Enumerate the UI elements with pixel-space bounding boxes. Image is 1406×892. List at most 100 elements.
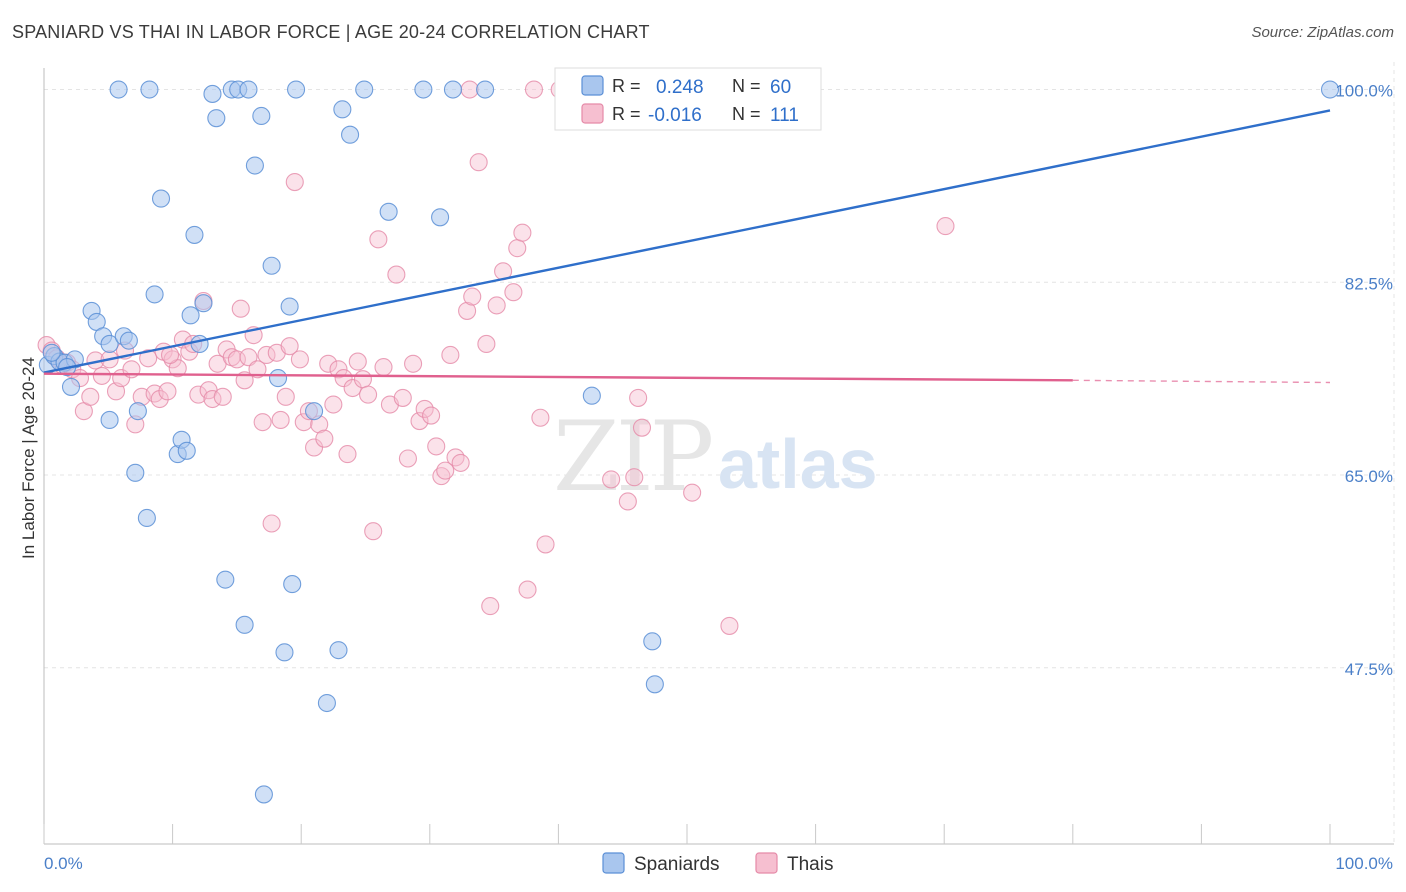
- thai-point-110: [460, 80, 479, 99]
- thai-point-39: [239, 348, 258, 367]
- spaniard-point-54: [109, 80, 128, 99]
- legend-swatch-thais: [581, 103, 604, 124]
- x-tick-labels: 0.0% 100.0%: [44, 854, 1393, 873]
- thai-point-36: [227, 350, 246, 369]
- spaniard-point-15: [145, 285, 164, 304]
- thai-point-82: [458, 301, 477, 320]
- thai-point-75: [422, 406, 441, 425]
- thai-point-41: [248, 360, 267, 379]
- thai-point-28: [189, 385, 208, 404]
- thai-point-69: [387, 265, 406, 284]
- thai-point-49: [285, 173, 304, 192]
- thai-point-103: [632, 418, 652, 437]
- axes: [43, 68, 1394, 845]
- spaniard-point-48: [443, 80, 462, 99]
- spaniard-point-25: [216, 570, 235, 589]
- thai-point-47: [276, 387, 295, 406]
- spaniard-point-24: [207, 109, 226, 128]
- legend: R = 0.248 N = 60 R = -0.016 N = 111: [554, 67, 822, 131]
- spaniard-point-30: [245, 156, 264, 175]
- thai-point-46: [271, 410, 290, 430]
- thai-point-59: [334, 369, 353, 388]
- thai-point-18: [139, 349, 158, 368]
- thai-point-62: [348, 352, 367, 371]
- thai-point-79: [441, 345, 460, 365]
- spaniard-point-29: [239, 80, 258, 99]
- thai-point-83: [463, 287, 482, 306]
- thai-point-67: [374, 358, 393, 377]
- thai-point-63: [353, 370, 372, 389]
- thai-point-72: [404, 354, 423, 373]
- thai-point-84: [469, 153, 488, 172]
- legend-swatch-spaniards: [581, 75, 604, 96]
- legend-n-value-thais: 111: [770, 105, 799, 126]
- spaniard-point-21: [194, 294, 213, 313]
- legend-n-label-thais: N =: [732, 104, 761, 124]
- thai-point-80: [446, 448, 465, 467]
- bottom-legend-swatch-thais: [755, 852, 778, 874]
- thai-point-66: [369, 230, 388, 249]
- thai-point-89: [504, 283, 523, 302]
- thai-point-44: [262, 514, 281, 533]
- spaniard-point-52: [645, 675, 664, 694]
- spaniard-point-31: [252, 106, 271, 126]
- spaniard-point-43: [341, 125, 360, 144]
- spaniard-point-6: [61, 377, 81, 396]
- bottom-legend-spaniards: Spaniards: [634, 854, 720, 875]
- spaniard-point-42: [333, 100, 352, 119]
- watermark: ZIP atlas: [553, 401, 878, 513]
- spaniard-point-47: [431, 208, 450, 227]
- thai-point-20: [150, 389, 169, 409]
- thai-point-81: [451, 453, 470, 472]
- legend-r-value-thais: -0.016: [648, 105, 702, 126]
- spaniard-point-10: [100, 334, 119, 354]
- thai-point-51: [294, 413, 313, 432]
- thai-point-101: [625, 468, 644, 487]
- spaniard-point-59: [42, 343, 61, 362]
- bottom-legend: Spaniards Thais: [602, 852, 833, 875]
- bottom-legend-swatch-spaniards: [602, 852, 625, 874]
- thai-point-65: [364, 522, 383, 541]
- y-tick-label-2: 65.0%: [1345, 467, 1393, 486]
- bottom-legend-thais: Thais: [787, 854, 833, 875]
- thai-point-8: [81, 387, 100, 406]
- legend-r-value-spaniards: 0.248: [656, 77, 704, 98]
- spaniard-point-16: [151, 189, 171, 208]
- thai-point-22: [158, 382, 177, 401]
- trend-lines: [43, 109, 1331, 384]
- thai-point-78: [436, 461, 455, 480]
- thai-point-71: [398, 449, 417, 468]
- thais-trend-line: [43, 372, 1073, 382]
- spaniard-point-12: [119, 331, 138, 350]
- thai-point-74: [415, 399, 434, 418]
- spaniard-point-39: [305, 402, 324, 421]
- source-credit: Source: ZipAtlas.com: [1251, 24, 1394, 41]
- spaniard-point-55: [126, 463, 145, 482]
- thai-point-95: [536, 535, 555, 554]
- y-tick-label-0: 100.0%: [1335, 82, 1393, 101]
- spaniard-point-56: [137, 508, 156, 528]
- spaniards-trend-line: [43, 109, 1331, 374]
- spaniard-point-46: [414, 80, 433, 99]
- spaniard-point-50: [582, 386, 601, 405]
- thai-point-48: [280, 337, 299, 356]
- y-tick-labels: 100.0% 82.5% 65.0% 47.5%: [1335, 82, 1393, 679]
- thai-point-93: [524, 80, 544, 99]
- thai-point-37: [231, 299, 250, 318]
- thai-point-42: [253, 413, 272, 432]
- thai-point-10: [92, 366, 111, 385]
- thai-point-57: [324, 395, 343, 414]
- legend-n-label-spaniards: N =: [732, 76, 761, 96]
- thai-point-73: [410, 412, 429, 431]
- spaniard-point-18: [181, 306, 200, 325]
- thai-point-50: [290, 350, 309, 369]
- spaniard-point-22: [190, 334, 209, 354]
- thai-point-70: [393, 388, 412, 407]
- thais-points: [37, 80, 955, 635]
- spaniard-point-37: [283, 575, 302, 594]
- watermark-zip: ZIP: [553, 401, 712, 513]
- thai-point-64: [359, 385, 378, 404]
- spaniard-point-44: [355, 80, 374, 99]
- spaniard-point-36: [269, 369, 288, 388]
- thai-point-76: [427, 437, 446, 456]
